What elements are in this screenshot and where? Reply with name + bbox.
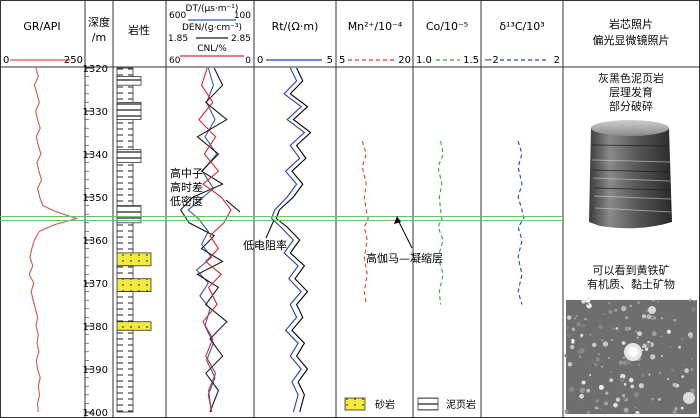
log-curves (28, 67, 525, 413)
mn-scale-max: 20 (398, 55, 411, 66)
annotation-high-dt: 高时差 (170, 180, 203, 194)
depth-tick-label: 1400 (83, 408, 108, 418)
annotation-low-resistivity: 低电阻率 (243, 238, 287, 252)
legend-label-shale: 泥页岩 (446, 398, 476, 411)
lithology-sandstone (116, 321, 152, 331)
core-caption-line-1: 灰黑色泥页岩 (598, 72, 664, 85)
cnl-scale-min: 60 (169, 56, 181, 66)
dt-scale-min: 600 (169, 11, 186, 21)
curve-rt-m- (270, 67, 306, 413)
annotation-arrow-condensed (397, 219, 413, 249)
curve-rt-secondary (275, 67, 312, 413)
lithology-shale (116, 102, 142, 121)
d13c-header: δ¹³C/10³ (499, 20, 544, 33)
annotation-arrow-resistivity (265, 219, 275, 239)
photo-header-1: 岩芯照片 (609, 17, 653, 31)
dt-header: DT/(μs·m⁻¹) (186, 4, 239, 14)
depth-tick-label: 1370 (83, 279, 108, 290)
core-caption-line-2: 层理发育 (609, 86, 653, 99)
depth-tick-label: 1390 (83, 365, 108, 376)
gr-scale-min: 0 (3, 55, 9, 66)
lithology-sandstone (116, 252, 152, 267)
depth-tick-label: 1360 (83, 236, 108, 247)
core-caption: 灰黑色泥页岩 层理发育 部分破碎 (565, 72, 697, 114)
curve-co-10- (437, 140, 444, 305)
curve-den (179, 67, 228, 413)
depth-tick-label: 1380 (83, 322, 108, 333)
legend-swatch-sandstone (344, 397, 366, 411)
rt-header: Rt/(Ω·m) (272, 20, 319, 33)
sem-caption-line-2: 有机质、黏土矿物 (587, 278, 675, 291)
depth-tick-label: 1330 (83, 107, 108, 118)
mn-scale-min: 5 (339, 55, 345, 66)
rt-scale-min: 0 (257, 55, 263, 66)
annotation-low-density: 低密度 (170, 194, 203, 208)
lithology-sandstone (116, 278, 152, 293)
legend-swatch-shale (417, 397, 439, 411)
co-scale-max: 1.5 (463, 55, 479, 66)
gr-scale-max: 250 (64, 55, 83, 66)
sem-micrograph (564, 297, 697, 415)
lithology-header: 岩性 (128, 23, 150, 37)
sem-caption: 可以看到黄铁矿 有机质、黏土矿物 (565, 264, 697, 292)
depth-tick-label: 1350 (83, 193, 108, 204)
curve-gr-api (28, 67, 79, 413)
mn-header: Mn²⁺/10⁻⁴ (348, 20, 403, 33)
cnl-scale-max: 0 (245, 56, 251, 66)
cnl-header: CNL/% (197, 44, 227, 54)
legend-label-sandstone: 砂岩 (375, 398, 395, 411)
annotation-arrow-head (394, 216, 401, 224)
dt-scale-max: 100 (234, 11, 251, 21)
gr-header: GR/API (23, 20, 60, 33)
d13c-scale-max: 2 (554, 55, 560, 66)
lithology-shale (116, 149, 142, 163)
den-scale-max: 2.85 (231, 34, 251, 44)
depth-header-1: 深度 (88, 15, 110, 29)
curve--c-10- (517, 140, 525, 305)
den-header: DEN/(g·cm⁻³) (182, 23, 242, 33)
lithology-column (116, 67, 152, 413)
core-photo (589, 120, 672, 229)
photo-header-2: 偏光显微镜照片 (593, 33, 670, 47)
curve-dt (187, 67, 218, 413)
condensed-section-marker (0, 216, 563, 221)
depth-tick-label: 1320 (83, 64, 108, 75)
d13c-scale-min: −2 (484, 55, 499, 66)
depth-axis: 1320 1330 1340 1350 1360 1370 1380 1390 1400 (83, 64, 108, 418)
sem-caption-line-1: 可以看到黄铁矿 (592, 264, 670, 277)
rt-scale-max: 5 (327, 55, 333, 66)
lithology-mudstone (116, 329, 134, 413)
annotation-arrow-neutron (225, 199, 241, 213)
depth-tick-label: 1340 (83, 150, 108, 161)
lithology-legend: 砂岩 泥页岩 (344, 397, 476, 411)
co-scale-min: 1.0 (416, 55, 432, 66)
annotation-condensed-section: 高伽马—凝缩层 (366, 251, 443, 265)
curve-cnl (198, 67, 232, 413)
curve-mn-10- (361, 140, 369, 305)
lithology-shale (116, 205, 142, 224)
core-caption-line-3: 部分破碎 (609, 100, 653, 113)
lithology-shale (116, 76, 142, 86)
annotation-high-neutron: 高中子 (170, 166, 203, 180)
depth-header-2: /m (92, 31, 106, 44)
co-header: Co/10⁻⁵ (426, 20, 468, 33)
den-scale-min: 1.85 (168, 34, 188, 44)
